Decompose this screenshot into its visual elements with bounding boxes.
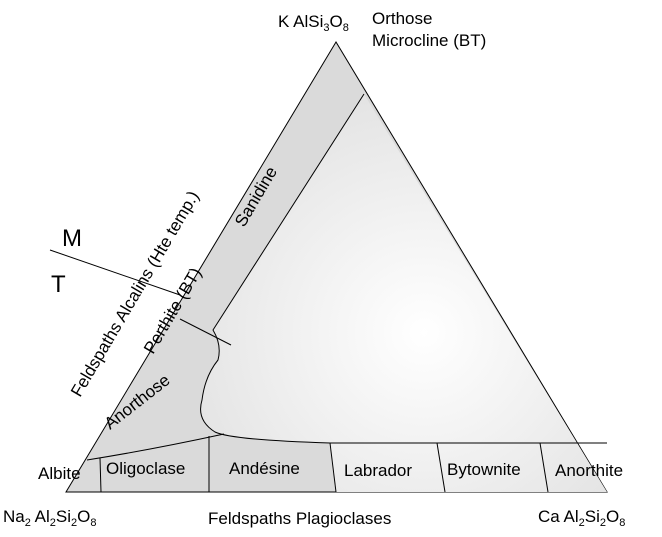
apex-top-formula: K AlSi3O8 (278, 12, 349, 34)
apex-top-name-1: Orthose (372, 9, 432, 28)
region-label-oligoclase: Oligoclase (106, 459, 185, 478)
plag-boundary-andesine-labrador (329, 442, 337, 493)
miscibility-gap-region (200, 94, 607, 492)
region-label-bytownite: Bytownite (447, 460, 521, 479)
region-label-albite: Albite (38, 464, 81, 483)
plag-boundary-labrador-bytownite (436, 442, 446, 493)
plag-boundary-albite-oligoclase (99, 457, 102, 493)
axis-bottom-label: Feldspaths Plagioclases (208, 509, 391, 528)
apex-right-formula: Ca Al2Si2O8 (538, 507, 625, 529)
mt-marker-line (49, 249, 181, 296)
plag-boundary-bytownite-anorthite (539, 442, 549, 493)
marker-m: M (62, 225, 82, 252)
region-label-anorthite: Anorthite (555, 461, 623, 480)
solvus-curve (200, 93, 607, 444)
anorthose-boundary (86, 433, 225, 461)
region-label-labrador: Labrador (344, 461, 412, 480)
marker-t: T (51, 271, 66, 298)
region-label-andesine: Andésine (229, 459, 300, 478)
apex-top-name-2: Microcline (BT) (372, 31, 486, 50)
apex-left-formula: Na2 Al2Si2O8 (3, 507, 97, 529)
perthite-anorthose-tie (179, 318, 232, 346)
